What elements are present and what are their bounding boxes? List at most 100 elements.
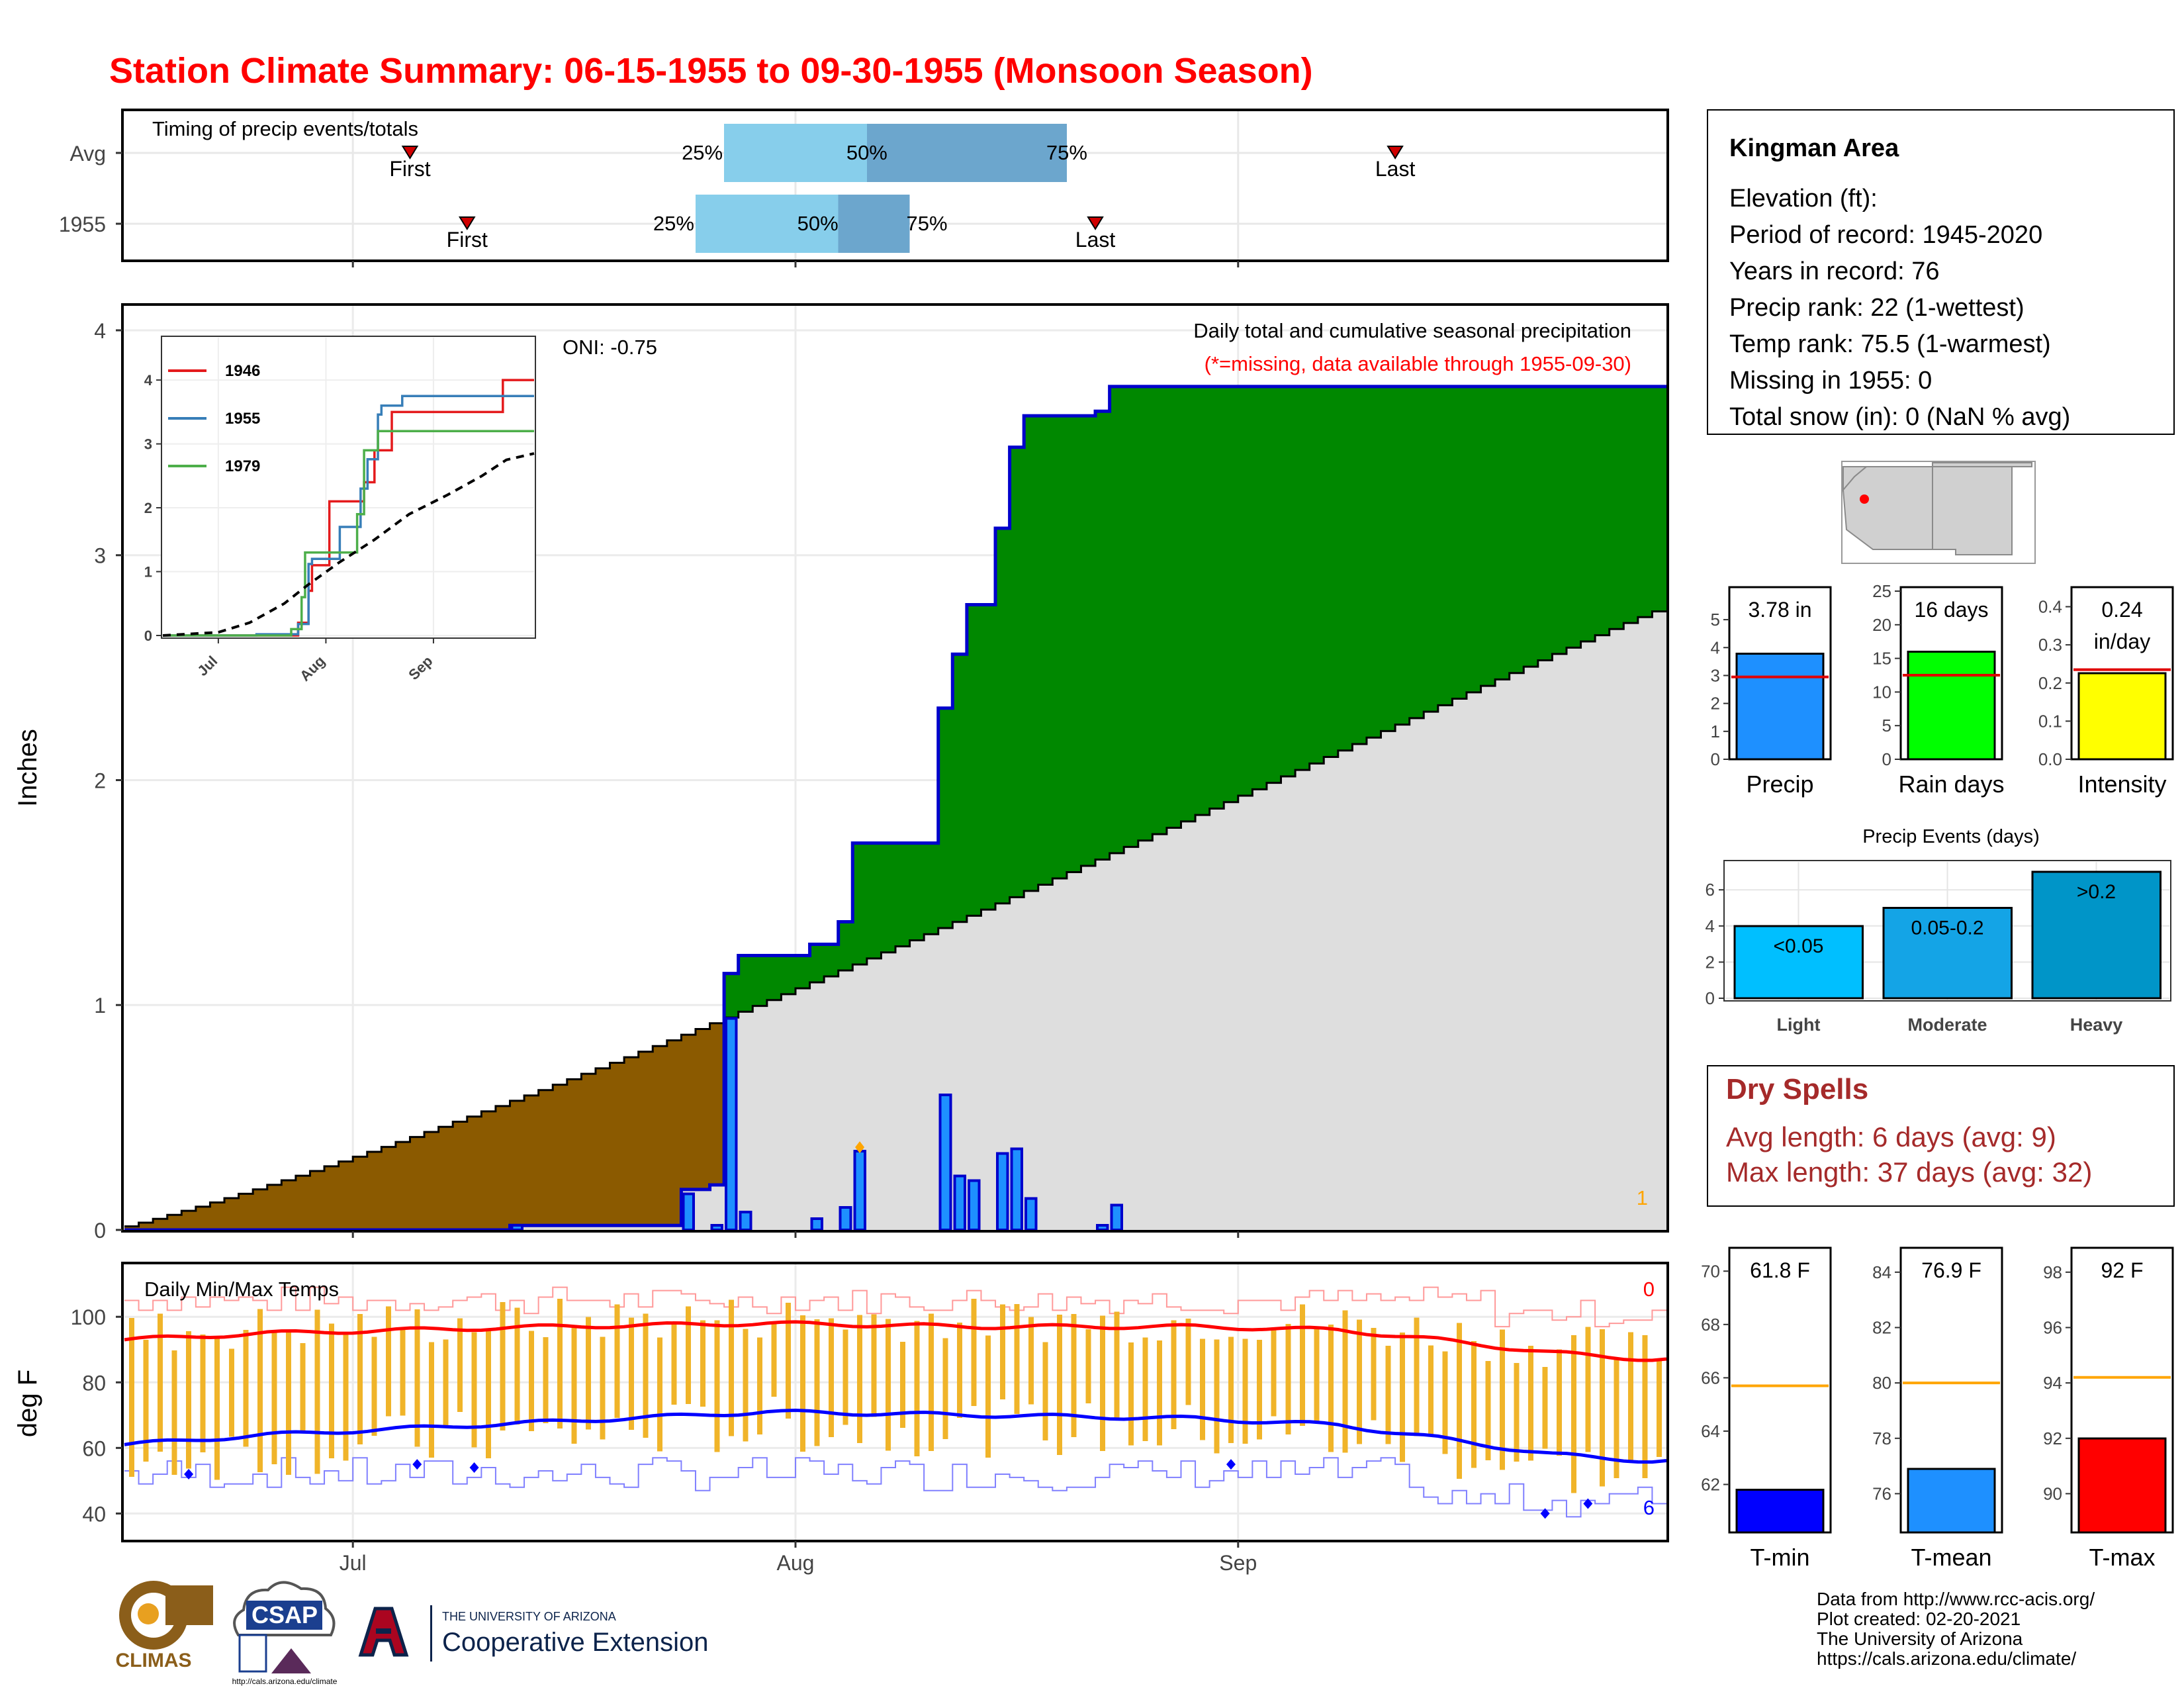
daily-temp-range-bar: [628, 1317, 634, 1430]
events-y-tick-label: 2: [1706, 952, 1715, 972]
small-chart-tmin_small: 62 64 66 68 70 61.8 F T-min: [1701, 1246, 1832, 1571]
small-chart-y-tick-label: 68: [1701, 1315, 1720, 1335]
small-chart-intensity_small: 0.0 0.1 0.2 0.3 0.4 0.24 in/day Intensity: [2038, 586, 2174, 798]
daily-temp-range-bar: [1642, 1335, 1648, 1479]
daily-temp-range-bar: [1214, 1339, 1220, 1454]
events-bar-heavy: [2031, 870, 2161, 1000]
precip-deficit-segment: [138, 1223, 154, 1230]
small-chart-y-tick-label: 1: [1711, 722, 1720, 741]
daily-temp-range-bar: [500, 1302, 506, 1430]
info-years: Years in record: 76: [1729, 258, 1940, 285]
station-info-box: Kingman Area Elevation (ft): Period of r…: [1707, 109, 2175, 435]
daily-temp-range-bar: [1299, 1304, 1305, 1427]
small-chart-category-label: Intensity: [2077, 771, 2166, 798]
small-chart-bar-t-mean: [1907, 1468, 1996, 1534]
timing-marker-first-avg: [401, 146, 419, 160]
inset-y-tick-label: 0: [144, 628, 152, 644]
daily-temp-range-bar: [714, 1320, 720, 1452]
daily-temp-range-bar: [1628, 1332, 1634, 1462]
precip-surplus-segment: [1009, 447, 1024, 898]
daily-temp-range-bar: [1542, 1366, 1548, 1449]
events-bar-label-light: <0.05: [1774, 935, 1824, 957]
precip-surplus-segment: [1338, 386, 1353, 751]
precip-surplus-segment: [838, 921, 853, 971]
temps-marks: [124, 1286, 1667, 1519]
info-missing: Missing in 1955: 0: [1729, 367, 1932, 395]
precip-surplus-segment: [1366, 386, 1382, 738]
precip-y-tick-label: 2: [94, 769, 106, 792]
small-chart-y-tick-label: 0.1: [2038, 711, 2062, 731]
precip-deficit-segment: [210, 1202, 225, 1230]
daily-temp-range-bar: [300, 1342, 306, 1433]
inset-y-tick-label: 1: [144, 564, 152, 581]
daily-temp-range-bar: [771, 1323, 777, 1397]
small-chart-y-tick-label: 98: [2043, 1262, 2062, 1282]
daily-temp-range-bar: [1399, 1333, 1405, 1462]
footer-plot-created: Plot created: 02-20-2021: [1817, 1609, 2021, 1629]
daily-temp-range-bar: [1014, 1304, 1020, 1414]
precip-surplus-segment: [981, 604, 996, 910]
ua-logo: THE UNIVERSITY OF ARIZONA Cooperative Ex…: [358, 1605, 708, 1662]
record-low-marker: [1583, 1498, 1593, 1509]
csap-logo-grid: [238, 1634, 267, 1673]
precip-surplus-segment: [924, 843, 939, 935]
timing-row-label-avg: Avg: [69, 142, 106, 165]
small-chart-raindays_small: 0 5 10 15 20 25 16 days Rain days: [1872, 581, 2004, 798]
precip-surplus-segment: [1452, 386, 1467, 699]
inset-line-1946: [163, 379, 534, 637]
precip-surplus-segment: [1324, 386, 1339, 757]
precip-deficit-segment: [267, 1184, 282, 1230]
precip-surplus-segment: [966, 604, 981, 916]
daily-precip-bar: [1024, 1197, 1038, 1232]
precip-panel-frame: [121, 303, 1669, 1233]
precip-surplus-segment: [1595, 386, 1610, 635]
small-chart-y-tick-label: 0.2: [2038, 673, 2062, 693]
timing-row-label-1955: 1955: [59, 212, 106, 236]
events-y-tick-label: 6: [1706, 880, 1715, 900]
inset-line-average: [162, 452, 535, 637]
station-name: Kingman Area: [1729, 134, 1899, 162]
daily-temp-range-bar: [799, 1315, 805, 1452]
precip-deficit-segment: [338, 1161, 353, 1230]
precip-surplus-segment: [1437, 386, 1453, 706]
precip-surplus-segment: [1395, 386, 1410, 725]
daily-temp-range-bar: [143, 1339, 149, 1462]
daily-precip-bar: [739, 1210, 752, 1231]
precip-surplus-segment: [909, 843, 925, 941]
small-chart-tmean_small: 76 78 80 82 84 76.9 F T-mean: [1872, 1246, 2003, 1571]
small-chart-value-label: 16 days: [1914, 598, 1988, 622]
daily-temp-range-bar: [928, 1313, 934, 1452]
precip-surplus-segment: [1109, 386, 1124, 853]
precip-deficit-segment: [610, 1062, 625, 1226]
daily-temp-range-bar: [857, 1315, 863, 1444]
daily-temp-range-bar: [314, 1309, 320, 1474]
temps-x-axis: Jul Aug Sep: [340, 1541, 1257, 1575]
daily-temp-range-bar: [514, 1307, 520, 1425]
daily-temp-range-bar: [1599, 1329, 1605, 1487]
small-chart-bar-intensity: [2077, 672, 2167, 761]
daily-temp-range-bar: [1570, 1335, 1576, 1493]
precip-surplus-segment: [1281, 386, 1296, 776]
precip-surplus-segment: [1652, 386, 1667, 612]
precip-y-tick-label: 0: [94, 1219, 106, 1243]
precip-surplus-segment: [952, 654, 968, 922]
record-low-marker: [184, 1468, 194, 1479]
page-title: Station Climate Summary: 06-15-1955 to 0…: [109, 51, 1313, 91]
inset-legend-label-1979: 1979: [225, 457, 260, 475]
timing-marker-last-avg: [1387, 146, 1404, 160]
precip-surplus-segment: [795, 955, 811, 988]
precip-surplus-segment: [824, 944, 839, 977]
daily-precip-bar: [510, 1224, 524, 1231]
daily-temp-range-bar: [1185, 1319, 1191, 1405]
daily-temp-range-bar: [257, 1309, 263, 1473]
precip-deficit-segment: [695, 1029, 711, 1190]
daily-temp-range-bar: [1371, 1328, 1377, 1421]
daily-temp-range-bar: [1114, 1311, 1120, 1419]
csap-logo-url: http://cals.arizona.edu/climate: [232, 1677, 338, 1686]
precip-deficit-segment: [224, 1197, 240, 1230]
footer-data-source: Data from http://www.rcc-acis.org/: [1817, 1589, 2095, 1609]
daily-temp-range-bar: [243, 1330, 249, 1447]
record-max-line: [124, 1286, 1666, 1328]
footer-url: https://cals.arizona.edu/climate/: [1817, 1648, 2076, 1669]
